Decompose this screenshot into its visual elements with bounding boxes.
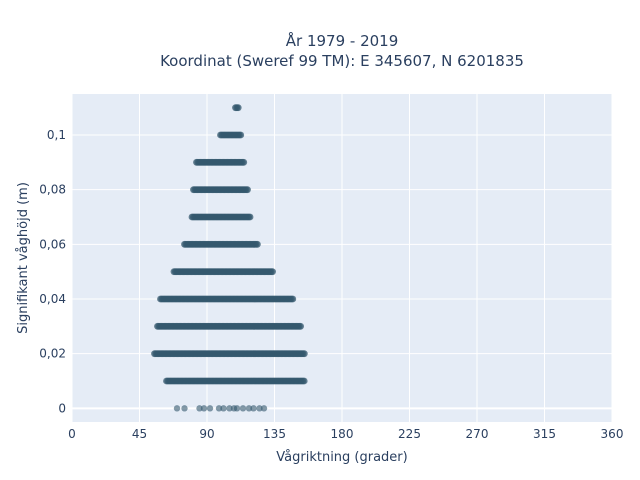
data-points [151,104,308,412]
y-tick-label: 0 [58,401,66,415]
x-tick-label: 360 [601,427,624,441]
data-point [239,405,247,412]
data-point [240,158,248,166]
data-point [173,405,181,412]
data-point [234,104,242,112]
y-axis-ticks: 0 0,02 0,04 0,06 0,08 0,1 [39,128,66,415]
data-point [245,405,253,412]
y-tick-label: 0,06 [39,237,66,251]
data-point [220,405,227,412]
y-tick-label: 0,04 [39,292,66,306]
data-point [181,405,188,412]
data-point [233,405,241,412]
data-point [226,405,233,412]
x-tick-label: 180 [331,427,354,441]
x-tick-label: 90 [199,427,214,441]
data-point [297,322,304,330]
data-point [300,377,308,385]
data-point [256,405,263,412]
data-point [215,405,223,412]
x-axis-title: Vågriktning (grader) [276,450,407,465]
y-tick-label: 0,1 [47,128,66,142]
x-tick-label: 135 [263,427,286,441]
data-point [300,350,308,358]
x-tick-label: 0 [68,427,76,441]
data-point [237,131,245,139]
data-point [254,240,261,248]
data-point [206,405,214,412]
data-point [269,268,276,276]
data-point [246,213,254,221]
x-tick-label: 225 [398,427,421,441]
data-point [250,405,257,412]
data-point [196,405,203,412]
y-tick-label: 0,02 [39,347,66,361]
y-axis-title: Signifikant våghöjd (m) [16,182,31,334]
data-point [200,405,208,412]
x-tick-label: 315 [533,427,556,441]
grid-lines [71,94,613,422]
x-tick-label: 270 [466,427,489,441]
data-point [244,186,251,194]
chart-title-line2: Koordinat (Sweref 99 TM): E 345607, N 62… [160,52,524,70]
x-tick-label: 45 [132,427,147,441]
data-point [260,405,268,412]
data-point [289,295,297,303]
chart-title-line1: År 1979 - 2019 [286,31,399,50]
y-tick-label: 0,08 [39,183,66,197]
x-axis-ticks: 0 45 90 135 180 225 270 315 360 [68,427,623,441]
